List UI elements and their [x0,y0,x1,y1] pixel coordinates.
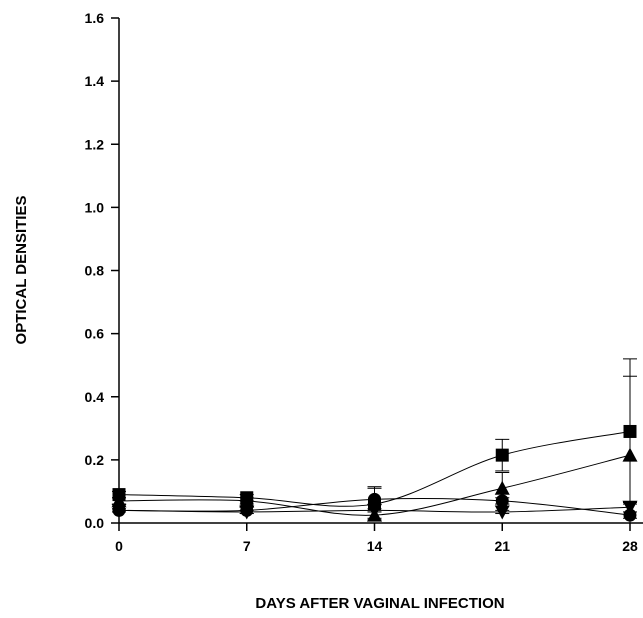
x-tick-label: 7 [243,538,251,554]
y-tick-label: 1.4 [85,73,105,89]
y-tick-label: 0.8 [85,263,105,279]
y-tick-label: 0.2 [85,452,105,468]
y-tick-label: 1.2 [85,136,105,152]
data-point-triangle-down [494,505,510,520]
data-point-triangle-up [494,480,510,495]
data-point-triangle-up [239,493,255,508]
y-ticks: 0.0 0.2 0.4 0.6 0.8 1.0 1.2 1.4 1.6 [85,10,119,531]
y-tick-label: 0.0 [85,515,105,531]
data-point-circle [368,492,381,506]
x-tick-label: 14 [367,538,383,554]
data-point-circle [623,508,637,522]
y-axis-label: OPTICAL DENSITIES [13,196,30,345]
data-point-circle [495,494,509,508]
data-point-square [495,448,509,462]
data-point-triangle-down [239,505,255,520]
x-ticks: 0 7 14 21 28 [115,523,638,554]
y-tick-label: 0.6 [85,326,105,342]
markers [111,424,638,522]
data-point-square [623,424,637,438]
x-tick-label: 21 [494,538,510,554]
data-point-triangle-down [622,500,638,515]
y-tick-label: 1.0 [85,199,105,215]
y-tick-label: 0.4 [85,389,105,405]
y-tick-label: 1.6 [85,10,105,26]
x-axis-label: DAYS AFTER VAGINAL INFECTION [255,595,504,612]
data-point-triangle-down [111,503,127,518]
x-tick-label: 28 [622,538,638,554]
data-point-triangle-down [367,503,382,518]
data-point-triangle-up [622,447,638,462]
x-tick-label: 0 [115,538,123,554]
